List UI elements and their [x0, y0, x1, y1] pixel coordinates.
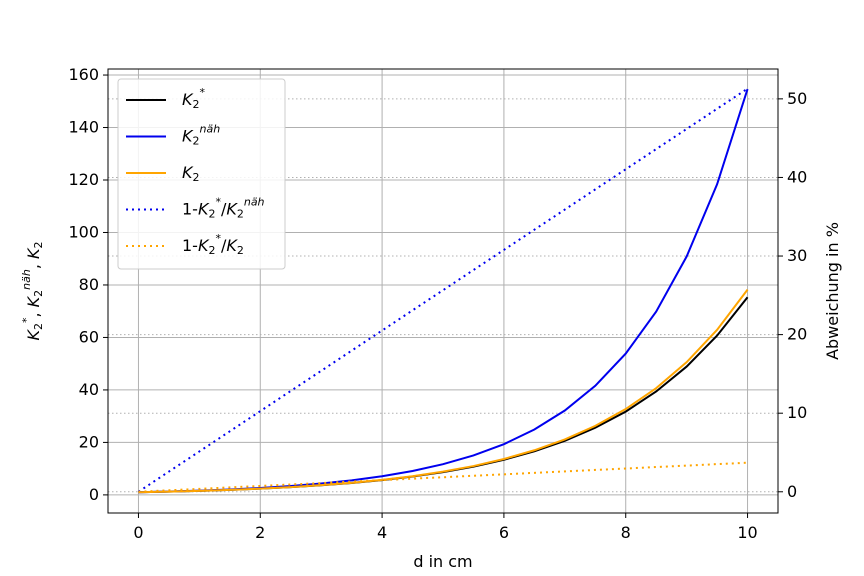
y-tick-label: 40: [79, 379, 99, 398]
y-tick-label: 80: [79, 274, 99, 293]
y-tick-label: 140: [68, 117, 99, 136]
x-tick-label: 2: [255, 523, 265, 542]
x-tick-label: 8: [621, 523, 631, 542]
legend-label: K2​: [182, 163, 200, 185]
y-tick-label: 0: [89, 484, 99, 503]
y2-axis-label: Abweichung in %: [823, 222, 842, 360]
series-line: [138, 289, 749, 494]
legend-box: [117, 78, 286, 270]
x-tick-label: 6: [499, 523, 509, 542]
y-tick-label: 100: [68, 222, 99, 241]
y2-tick-label: 20: [787, 324, 807, 343]
y-tick-label: 60: [79, 327, 99, 346]
y-tick-label: 120: [68, 170, 99, 189]
x-tick-label: 4: [377, 523, 387, 542]
legend-label: K2*​: [182, 86, 206, 111]
legend-label: 1-K2*/K2näh​: [182, 196, 265, 221]
legend-label: K2näh​: [182, 123, 220, 148]
series-line: [138, 296, 749, 494]
y2-tick-label: 10: [787, 403, 807, 422]
plot-frame: [107, 68, 779, 514]
y2-tick-label: 30: [787, 246, 807, 265]
y2-tick-label: 50: [787, 88, 807, 107]
x-axis-label: d in cm: [413, 552, 472, 571]
y2-tick-label: 40: [787, 167, 807, 186]
legend-label: 1-K2*/K2​: [182, 232, 244, 257]
x-tick-label: 10: [737, 523, 757, 542]
y-tick-label: 160: [68, 65, 99, 84]
series-line: [138, 461, 748, 493]
x-tick-label: 0: [133, 523, 143, 542]
y2-tick-label: 0: [787, 481, 797, 500]
y-axis-label: K2*, K2näh, K2​: [20, 241, 45, 340]
y-tick-label: 20: [79, 432, 99, 451]
series-line: [137, 87, 749, 493]
